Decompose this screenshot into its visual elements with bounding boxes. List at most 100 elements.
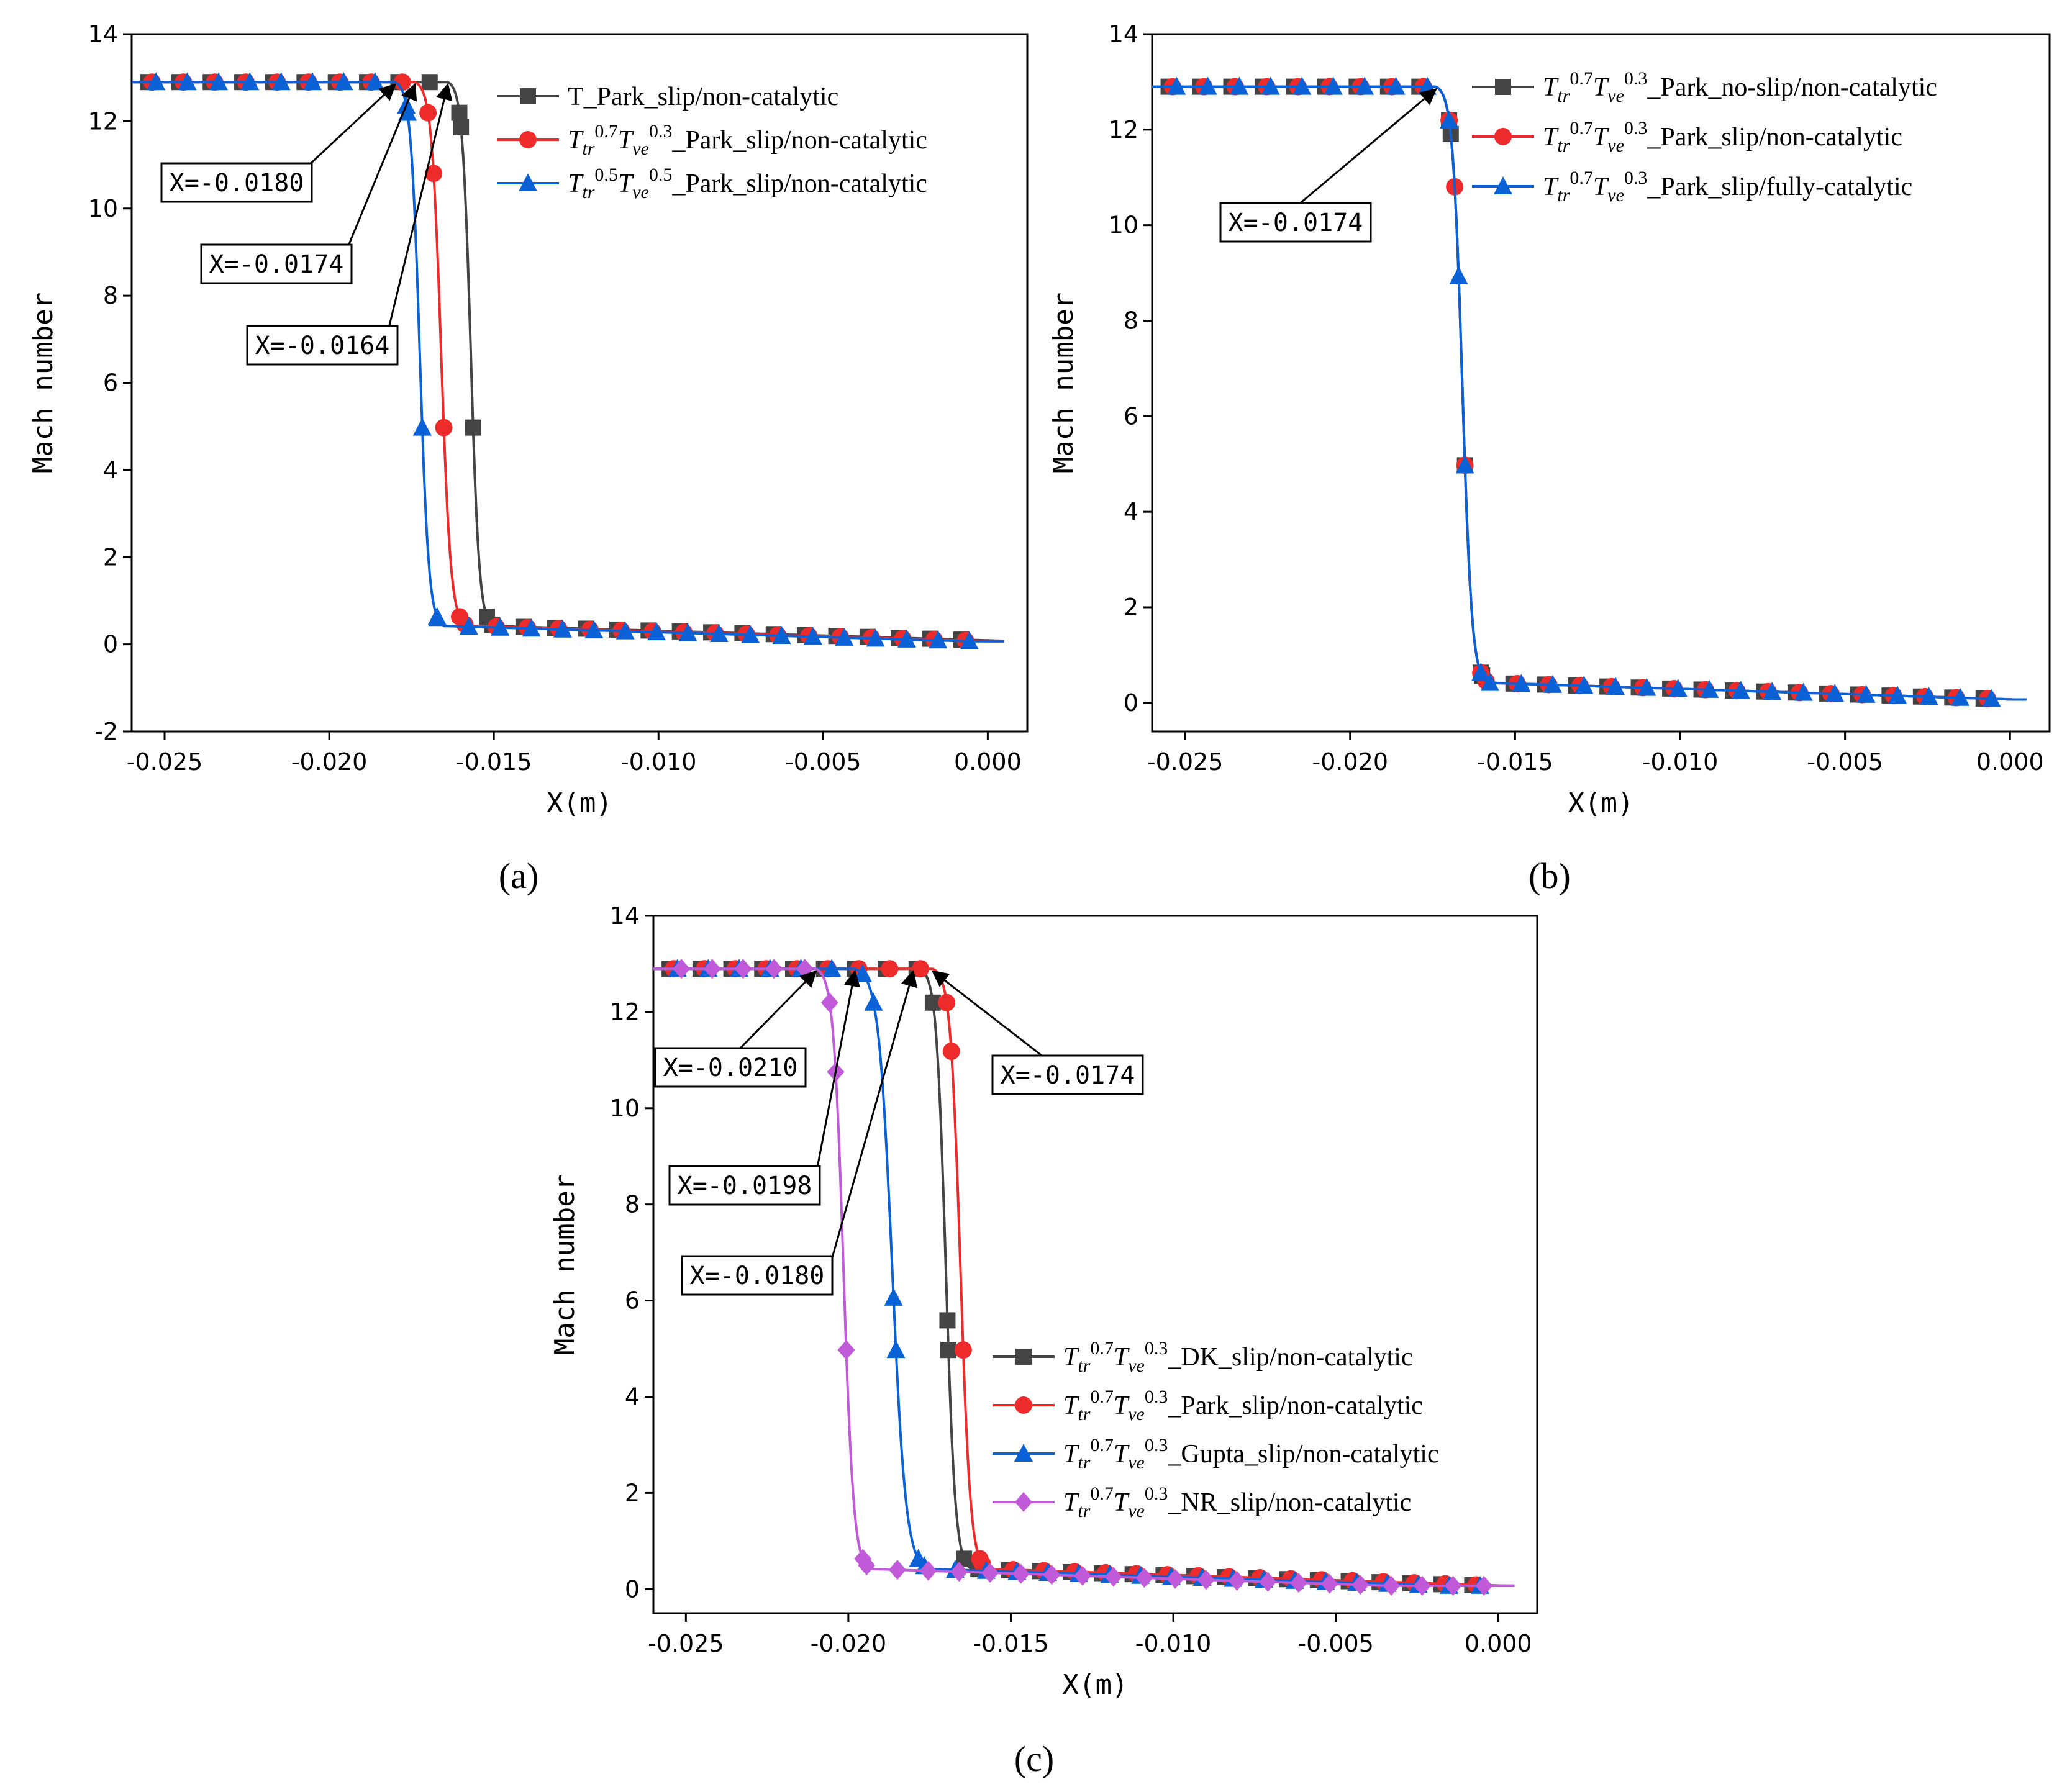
- y-tick-label: 8: [625, 1191, 640, 1218]
- panel-label-c: (c): [1014, 1739, 1054, 1779]
- legend-text-part: 0.5: [594, 165, 618, 185]
- annotation-box: [654, 1047, 807, 1088]
- x-tick-label: 0.000: [1976, 748, 2044, 776]
- data-point: [940, 1342, 957, 1359]
- data-point: [971, 1550, 989, 1568]
- data-point: [1355, 76, 1374, 95]
- data-point: [1074, 1565, 1092, 1586]
- y-tick-label: 6: [625, 1287, 640, 1315]
- legend-text-part: T: [1543, 123, 1559, 152]
- data-point: [412, 417, 432, 436]
- data-point: [1167, 76, 1186, 95]
- annotation-arrow: [1297, 88, 1437, 206]
- data-point: [734, 959, 752, 979]
- panel-label-b: (b): [1529, 856, 1571, 896]
- legend-text-part: _NR_slip/non-catalytic: [1167, 1488, 1411, 1517]
- annotations: X=-0.0210 X=-0.0198 X=-0.0180 X=-0.0174: [654, 969, 1144, 1296]
- y-axis-label: Mach number: [1048, 292, 1079, 473]
- data-point: [960, 631, 979, 649]
- legend-text-part: ve: [1607, 86, 1624, 106]
- y-tick-label: 14: [88, 20, 118, 48]
- data-point: [451, 104, 468, 121]
- legend-text-part: 0.3: [1145, 1387, 1168, 1407]
- y-tick-label: 10: [1109, 212, 1138, 239]
- data-point: [703, 959, 721, 979]
- annotation-label: X=-0.0174: [1229, 209, 1363, 237]
- annotation-arrow: [388, 83, 453, 328]
- data-point: [709, 624, 729, 643]
- data-point: [398, 102, 417, 121]
- data-point: [854, 1549, 872, 1569]
- data-point: [419, 104, 437, 122]
- data-point: [909, 1549, 928, 1567]
- annotation-label: X=-0.0164: [255, 332, 390, 360]
- legend-text-part: 0.7: [1570, 118, 1593, 138]
- annotations: X=-0.0174: [1219, 88, 1437, 243]
- annotation-arrow: [347, 83, 417, 248]
- x-tick-label: -0.015: [456, 748, 532, 776]
- data-point: [765, 959, 783, 979]
- legend-entry: Ttr0.7Tve0.3_Park_slip/non-catalytic: [568, 121, 927, 159]
- data-point: [427, 607, 447, 625]
- y-tick-label: 6: [103, 369, 118, 397]
- legend-swatch-marker: [1015, 1492, 1032, 1512]
- data-point: [553, 619, 572, 638]
- legend: T_Park_slip/non-catalyticTtr0.7Tve0.3_Pa…: [497, 83, 927, 202]
- legend-text-part: tr: [582, 182, 594, 202]
- data-point: [919, 1560, 937, 1581]
- data-point: [772, 625, 791, 644]
- legend-swatch-marker: [1015, 1396, 1032, 1414]
- data-point: [866, 628, 885, 647]
- legend-text-part: T: [1063, 1343, 1079, 1372]
- data-point: [459, 617, 478, 635]
- legend-text-part: T: [1543, 73, 1559, 102]
- x-tick-label: -0.015: [973, 1630, 1049, 1657]
- legend-text-part: 0.3: [649, 121, 673, 142]
- data-point: [303, 72, 322, 91]
- x-tick-label: -0.005: [785, 748, 861, 776]
- y-tick-label: 10: [610, 1095, 640, 1122]
- data-point: [1668, 679, 1688, 697]
- legend-swatch-marker: [1494, 128, 1512, 145]
- legend-text-part: T: [1063, 1488, 1079, 1517]
- annotation-label: X=-0.0180: [170, 169, 304, 197]
- legend-text-part: ve: [1128, 1404, 1145, 1424]
- legend-text-part: tr: [1078, 1452, 1090, 1473]
- y-tick-label: 2: [625, 1479, 640, 1506]
- legend-text-part: T: [568, 126, 584, 155]
- annotation-label: X=-0.0174: [209, 250, 344, 279]
- data-point: [1449, 266, 1468, 284]
- data-point: [888, 1560, 906, 1580]
- legend-text-part: tr: [582, 138, 594, 159]
- legend-entry: Ttr0.7Tve0.3_Park_slip/non-catalytic: [1543, 118, 1902, 156]
- annotation-box: [246, 325, 399, 366]
- legend-text-part: tr: [1078, 1355, 1090, 1376]
- data-point: [1104, 1567, 1122, 1587]
- data-point: [453, 119, 470, 136]
- data-point: [1919, 687, 1938, 705]
- annotation-arrow: [816, 969, 861, 1168]
- legend-swatch-marker: [1495, 79, 1511, 95]
- x-tick-label: -0.020: [1312, 748, 1389, 776]
- legend-swatch-marker: [520, 88, 536, 104]
- y-tick-label: 8: [103, 282, 118, 309]
- data-point: [1383, 1575, 1401, 1596]
- x-tick-label: 0.000: [1465, 1630, 1532, 1657]
- data-point: [1455, 455, 1474, 474]
- data-point: [465, 419, 481, 436]
- data-point: [1700, 679, 1719, 698]
- x-tick-label: 0.000: [954, 748, 1022, 776]
- data-point: [1481, 672, 1499, 691]
- annotation-box: [200, 243, 353, 284]
- legend-text-part: 0.3: [1145, 1338, 1168, 1359]
- legend-entry: Ttr0.7Tve0.3_Park_slip/non-catalytic: [1063, 1387, 1423, 1424]
- x-tick-label: -0.025: [127, 748, 203, 776]
- y-tick-label: 4: [625, 1383, 640, 1410]
- annotation-label: X=-0.0210: [663, 1054, 798, 1082]
- data-point: [421, 74, 438, 91]
- data-point: [803, 627, 822, 645]
- x-tick-label: -0.020: [291, 748, 368, 776]
- data-point: [1951, 687, 1970, 706]
- data-point: [1261, 76, 1280, 95]
